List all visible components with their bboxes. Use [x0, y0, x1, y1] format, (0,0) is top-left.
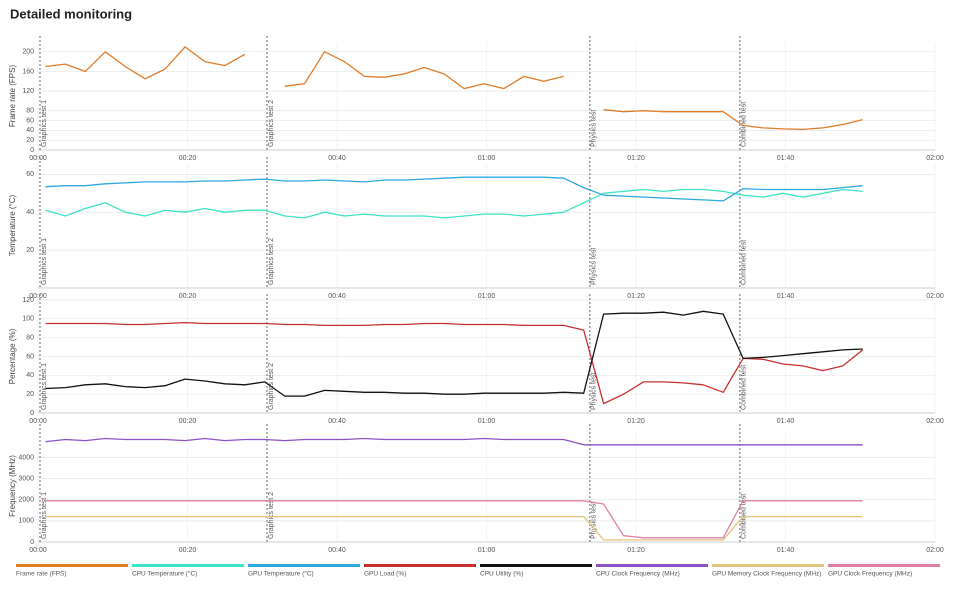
series-line: [45, 176, 863, 202]
x-tick-label: 00:40: [328, 547, 346, 554]
series-line: [45, 310, 863, 397]
x-tick-label: 00:40: [328, 155, 346, 162]
x-tick-label: 02:00: [926, 155, 944, 162]
test-marker-label: Graphics test 2: [268, 492, 275, 539]
y-tick-label: 40: [26, 209, 34, 216]
series-line: [45, 515, 863, 541]
x-tick-label: 00:00: [29, 418, 47, 425]
legend-swatch: [248, 564, 360, 567]
y-axis-title: Percentage (%): [8, 328, 17, 384]
x-tick-label: 00:00: [29, 547, 47, 554]
x-tick-label: 01:00: [478, 155, 496, 162]
x-tick-label: 01:20: [627, 155, 645, 162]
y-tick-label: 0: [30, 539, 34, 546]
x-tick-label: 01:20: [627, 547, 645, 554]
y-axis-title: Frame rate (FPS): [8, 65, 17, 128]
legend-swatch: [132, 564, 244, 567]
legend-swatch: [364, 564, 476, 567]
y-tick-label: 3000: [18, 475, 34, 482]
x-tick-label: 00:20: [179, 547, 197, 554]
page-title: Detailed monitoring: [10, 6, 132, 21]
x-tick-label: 00:20: [179, 155, 197, 162]
y-axis-title: Frequency (MHz): [8, 455, 17, 517]
y-tick-label: 160: [22, 68, 34, 75]
x-tick-label: 01:40: [777, 155, 795, 162]
test-marker-label: Physics test: [591, 502, 598, 539]
y-tick-label: 40: [26, 372, 34, 379]
y-tick-label: 60: [26, 117, 34, 124]
y-tick-label: 120: [22, 297, 34, 304]
series-line: [45, 437, 863, 446]
x-tick-label: 00:20: [179, 293, 197, 300]
legend-swatch: [596, 564, 708, 567]
y-tick-label: 4000: [18, 454, 34, 461]
y-tick-label: 80: [26, 335, 34, 342]
y-tick-label: 0: [30, 410, 34, 417]
y-tick-label: 20: [26, 247, 34, 254]
y-tick-label: 60: [26, 171, 34, 178]
x-tick-label: 02:00: [926, 418, 944, 425]
test-marker-label: Combined test: [741, 102, 748, 147]
test-marker-label: Graphics test 1: [41, 238, 48, 285]
x-tick-label: 00:20: [179, 418, 197, 425]
legend-label: GPU Temperature (°C): [248, 570, 314, 578]
legend-label: GPU Clock Frequency (MHz): [828, 571, 912, 578]
x-tick-label: 01:20: [627, 293, 645, 300]
y-tick-label: 80: [26, 108, 34, 115]
x-tick-label: 01:00: [478, 293, 496, 300]
series-line: [45, 500, 863, 539]
test-marker-label: Graphics test 1: [41, 100, 48, 147]
series-line: [45, 321, 864, 405]
test-marker-label: Physics test: [591, 373, 598, 410]
series-line: [45, 188, 863, 219]
test-marker-label: Graphics test 2: [268, 100, 275, 147]
legend-swatch: [712, 564, 824, 567]
x-tick-label: 01:00: [478, 547, 496, 554]
y-tick-label: 20: [26, 137, 34, 144]
legend-swatch: [828, 564, 940, 567]
test-marker-label: Physics test: [591, 248, 598, 285]
series-line: [45, 46, 863, 131]
y-tick-label: 100: [22, 316, 34, 323]
x-tick-label: 01:40: [777, 293, 795, 300]
y-tick-label: 40: [26, 127, 34, 134]
x-tick-label: 02:00: [926, 547, 944, 554]
legend-swatch: [16, 564, 128, 567]
test-marker-label: Graphics test 1: [41, 363, 48, 410]
x-tick-label: 00:40: [328, 293, 346, 300]
y-tick-label: 200: [22, 49, 34, 56]
test-marker-label: Physics test: [591, 110, 598, 147]
legend-label: Frame rate (FPS): [16, 571, 67, 578]
x-tick-label: 00:00: [29, 155, 47, 162]
test-marker-label: Graphics test 2: [268, 238, 275, 285]
legend-label: GPU Load (%): [364, 571, 406, 578]
test-marker-label: Combined test: [741, 240, 748, 285]
y-axis-title: Temperature (°C): [8, 194, 17, 256]
x-tick-label: 00:00: [29, 293, 47, 300]
y-tick-label: 2000: [18, 497, 34, 504]
test-marker-label: Graphics test 1: [41, 492, 48, 539]
x-tick-label: 00:40: [328, 418, 346, 425]
legend-label: CPU Temperature (°C): [132, 570, 197, 578]
y-tick-label: 1000: [18, 518, 34, 525]
x-tick-label: 01:20: [627, 418, 645, 425]
x-tick-label: 01:40: [777, 418, 795, 425]
legend-label: CPU Utility (%): [480, 571, 523, 578]
y-tick-label: 60: [26, 353, 34, 360]
y-tick-label: 120: [22, 88, 34, 95]
x-tick-label: 01:00: [478, 418, 496, 425]
legend-label: GPU Memory Clock Frequency (MHz): [712, 571, 821, 578]
y-tick-label: 0: [30, 147, 34, 154]
legend-label: CPU Clock Frequency (MHz): [596, 571, 680, 578]
x-tick-label: 01:40: [777, 547, 795, 554]
test-marker-label: Combined test: [741, 365, 748, 410]
x-tick-label: 02:00: [926, 293, 944, 300]
y-tick-label: 20: [26, 391, 34, 398]
legend-swatch: [480, 564, 592, 567]
